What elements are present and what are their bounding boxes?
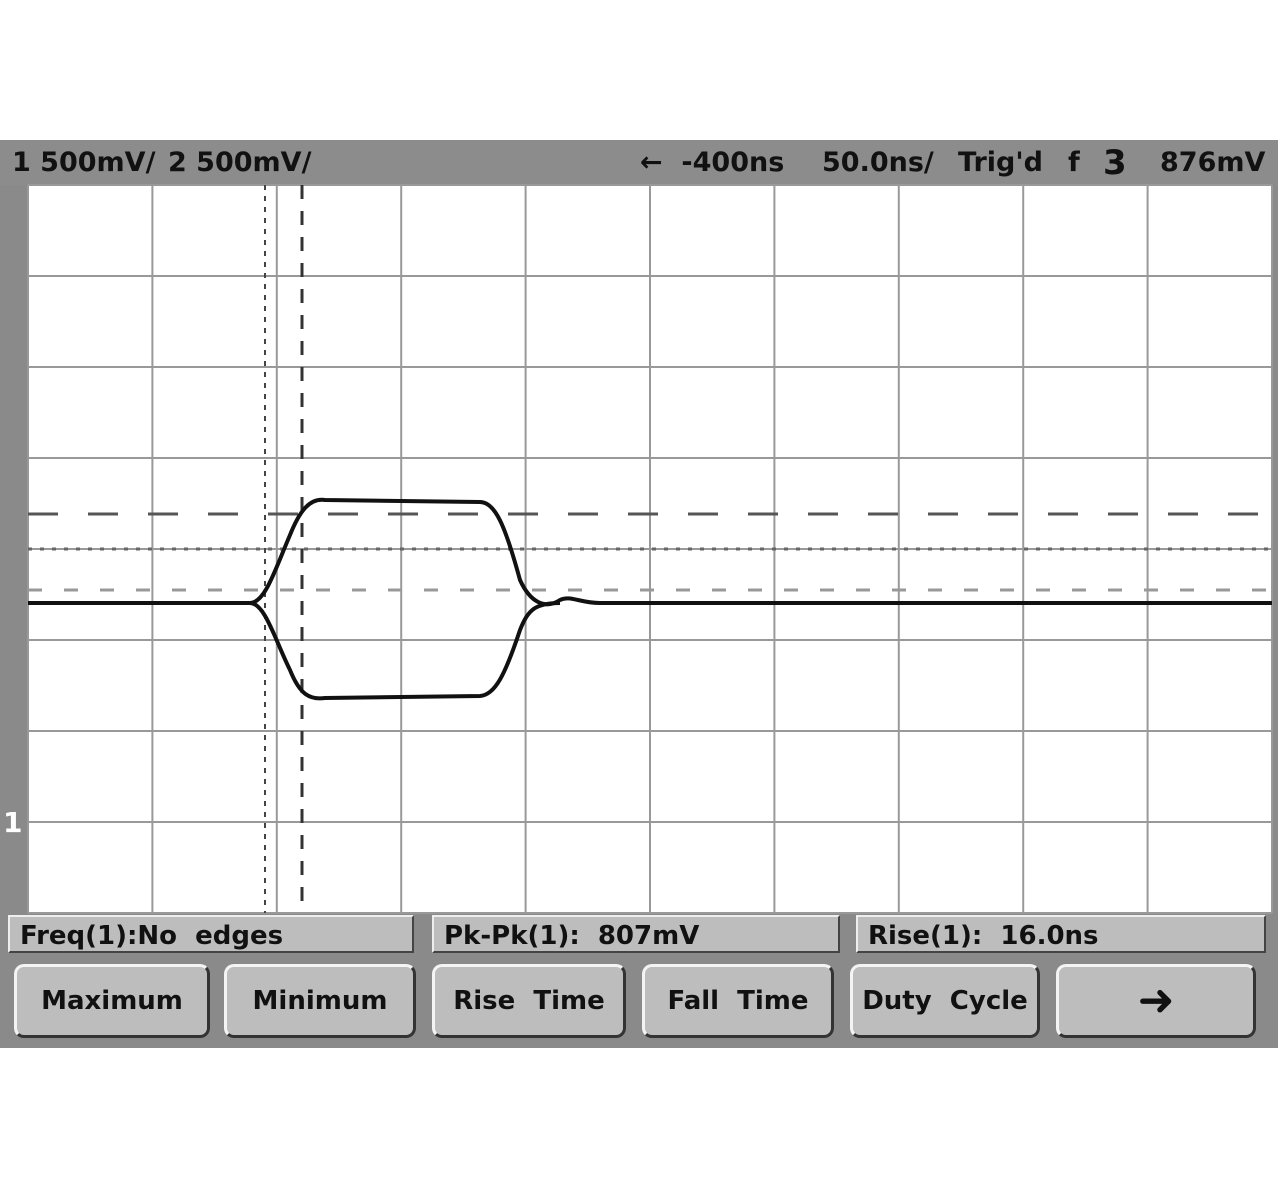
minimum-button[interactable]: Minimum — [224, 964, 416, 1038]
ch2-scale[interactable]: 2 500mV/ — [168, 147, 312, 178]
trigger-slope-icon: f — [1068, 147, 1080, 178]
rise-time-button[interactable]: Rise Time — [432, 964, 626, 1038]
measurement-freq: Freq(1):No edges — [8, 915, 414, 953]
duty-cycle-button[interactable]: Duty Cycle — [850, 964, 1040, 1038]
measurement-rise: Rise(1): 16.0ns — [856, 915, 1266, 953]
ch1-scale[interactable]: 1 500mV/ — [12, 147, 156, 178]
trace-ch1-upper — [28, 497, 1272, 607]
ground-marker[interactable]: 1 — [3, 806, 22, 839]
status-header: 1 500mV/ 2 500mV/ ← -400ns 50.0ns/ Trig'… — [0, 140, 1278, 185]
trigger-status: Trig'd — [958, 147, 1043, 178]
oscilloscope-screen: 1 500mV/ 2 500mV/ ← -400ns 50.0ns/ Trig'… — [0, 140, 1278, 1048]
trigger-source[interactable]: 3 — [1103, 143, 1127, 183]
maximum-button[interactable]: Maximum — [14, 964, 210, 1038]
measurement-pkpk: Pk-Pk(1): 807mV — [432, 915, 840, 953]
timebase[interactable]: 50.0ns/ — [822, 147, 934, 178]
fall-time-button[interactable]: Fall Time — [642, 964, 834, 1038]
waveform-display: 1 — [3, 184, 1273, 914]
trace-ch2-lower — [249, 601, 561, 701]
next-arrow-icon[interactable]: ➜ — [1056, 964, 1256, 1038]
trigger-level[interactable]: 876mV — [1160, 147, 1266, 178]
graticule — [27, 184, 1273, 914]
delay[interactable]: ← -400ns — [640, 147, 785, 178]
